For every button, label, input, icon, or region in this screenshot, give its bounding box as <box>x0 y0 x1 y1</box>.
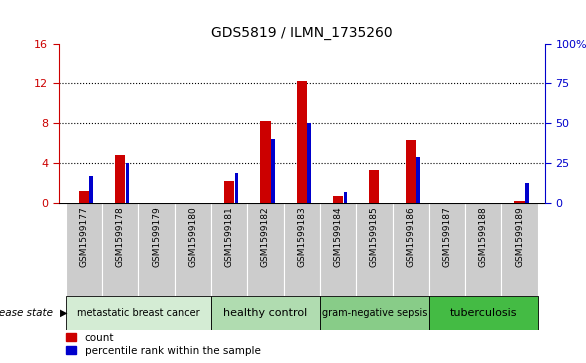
Bar <box>525 183 529 203</box>
Bar <box>465 203 502 296</box>
Text: GSM1599183: GSM1599183 <box>297 206 306 267</box>
Bar <box>66 296 211 330</box>
Bar <box>297 82 307 203</box>
Bar <box>138 203 175 296</box>
Text: tuberculosis: tuberculosis <box>449 308 517 318</box>
Text: GSM1599182: GSM1599182 <box>261 206 270 267</box>
Text: healthy control: healthy control <box>223 308 308 318</box>
Text: GSM1599188: GSM1599188 <box>479 206 488 267</box>
Text: ▶: ▶ <box>60 308 67 318</box>
Text: GSM1599179: GSM1599179 <box>152 206 161 267</box>
Text: GSM1599177: GSM1599177 <box>80 206 88 267</box>
Legend: count, percentile rank within the sample: count, percentile rank within the sample <box>64 330 263 358</box>
Text: GSM1599181: GSM1599181 <box>224 206 234 267</box>
Bar <box>502 203 538 296</box>
Bar <box>211 203 247 296</box>
Bar <box>343 192 347 203</box>
Bar <box>234 173 239 203</box>
Bar <box>79 191 89 203</box>
Bar <box>307 123 311 203</box>
Bar <box>175 203 211 296</box>
Bar <box>320 296 429 330</box>
Title: GDS5819 / ILMN_1735260: GDS5819 / ILMN_1735260 <box>211 26 393 40</box>
Bar <box>406 140 415 203</box>
Text: disease state: disease state <box>0 308 53 318</box>
Bar <box>247 203 284 296</box>
Text: GSM1599185: GSM1599185 <box>370 206 379 267</box>
Bar <box>515 201 524 203</box>
Bar <box>66 203 102 296</box>
Text: metastatic breast cancer: metastatic breast cancer <box>77 308 200 318</box>
Bar <box>115 155 125 203</box>
Bar <box>416 157 420 203</box>
Bar <box>369 170 380 203</box>
Bar <box>90 176 93 203</box>
Bar <box>320 203 356 296</box>
Text: GSM1599178: GSM1599178 <box>116 206 125 267</box>
Bar <box>126 163 130 203</box>
Bar <box>356 203 393 296</box>
Text: GSM1599187: GSM1599187 <box>442 206 451 267</box>
Bar <box>284 203 320 296</box>
Text: GSM1599184: GSM1599184 <box>333 206 343 267</box>
Text: GSM1599180: GSM1599180 <box>188 206 197 267</box>
Bar <box>333 196 343 203</box>
Bar <box>271 139 275 203</box>
Bar <box>260 121 271 203</box>
Text: gram-negative sepsis: gram-negative sepsis <box>322 308 427 318</box>
Text: GSM1599186: GSM1599186 <box>406 206 415 267</box>
Bar <box>429 203 465 296</box>
Bar <box>224 181 234 203</box>
Bar <box>429 296 538 330</box>
Bar <box>102 203 138 296</box>
Bar <box>211 296 320 330</box>
Bar <box>393 203 429 296</box>
Text: GSM1599189: GSM1599189 <box>515 206 524 267</box>
